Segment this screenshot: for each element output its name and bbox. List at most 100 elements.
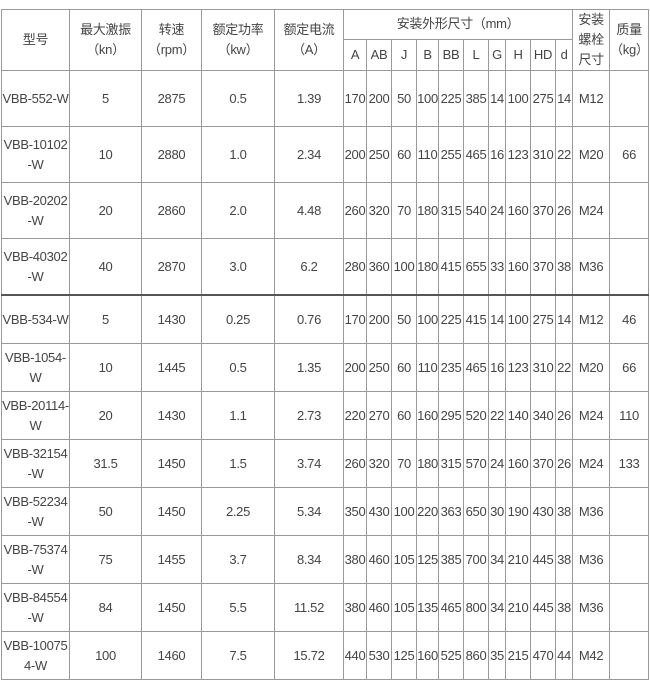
cell-dim-l: 520 — [463, 391, 489, 440]
cell-dim-ab: 460 — [366, 535, 392, 584]
col-dim-l: L — [463, 38, 489, 72]
cell-dim-l: 800 — [463, 583, 489, 632]
table-row: VBB-10102-W 10 2880 1.0 2.34 200 250 60 110 255 46… — [1, 126, 650, 183]
cell-dim-j: 105 — [391, 583, 417, 632]
cell-model: VBB-10102-W — [1, 126, 70, 183]
cell-dim-b: 110 — [416, 343, 439, 392]
cell-max-force: 84 — [69, 583, 142, 632]
cell-dim-a: 200 — [343, 126, 367, 183]
table-row: VBB-52234-W 50 1450 2.25 5.34 350 430 100 220 363… — [1, 487, 650, 536]
cell-dim-ab: 250 — [366, 343, 392, 392]
cell-dim-h: 140 — [505, 391, 531, 440]
cell-dim-b: 100 — [416, 294, 439, 344]
cell-dim-ab: 270 — [366, 391, 392, 440]
col-dim-h: H — [505, 38, 531, 72]
cell-current: 1.39 — [274, 70, 344, 127]
cell-dim-l: 465 — [463, 343, 489, 392]
cell-dim-bb: 415 — [438, 238, 464, 296]
col-power: 额定功率 （kw） — [201, 9, 275, 71]
cell-speed: 2880 — [141, 126, 202, 183]
cell-dim-b: 125 — [416, 535, 439, 584]
cell-dim-g: 24 — [488, 182, 506, 239]
cell-max-force: 5 — [69, 70, 142, 127]
cell-max-force: 75 — [69, 535, 142, 584]
cell-max-force: 10 — [69, 343, 142, 392]
cell-dim-h: 100 — [505, 294, 531, 344]
cell-dim-g: 30 — [488, 487, 506, 536]
cell-dim-l: 700 — [463, 535, 489, 584]
col-dim-a: A — [343, 38, 367, 72]
cell-current: 6.2 — [274, 238, 344, 296]
cell-mass — [609, 70, 650, 127]
cell-dim-bb: 465 — [438, 583, 464, 632]
cell-mass — [609, 583, 650, 632]
cell-dim-h: 123 — [505, 343, 531, 392]
cell-dim-d: 26 — [554, 391, 574, 440]
cell-current: 2.73 — [274, 391, 344, 440]
cell-dim-g: 14 — [488, 294, 506, 344]
cell-dim-d: 38 — [554, 535, 574, 584]
col-speed: 转速 （rpm） — [141, 9, 202, 71]
cell-bolt: M20 — [572, 126, 611, 183]
col-dim-g: G — [488, 38, 506, 72]
cell-dim-bb: 225 — [438, 70, 464, 127]
cell-dim-g: 22 — [488, 391, 506, 440]
col-speed-unit: （rpm） — [148, 42, 195, 57]
dimension-subheader-row: A AB J B BB L G H HD d — [2, 38, 649, 72]
cell-dim-l: 570 — [463, 439, 489, 488]
cell-power: 3.7 — [201, 535, 275, 584]
cell-dim-b: 110 — [416, 126, 439, 183]
cell-dim-b: 160 — [416, 631, 439, 680]
col-power-label: 额定功率 — [212, 22, 264, 37]
table-row: VBB-20114-W 20 1430 1.1 2.73 220 270 60 160 295 52… — [1, 391, 650, 440]
cell-max-force: 50 — [69, 487, 142, 536]
cell-model: VBB-84554-W — [1, 583, 70, 632]
cell-dim-l: 650 — [463, 487, 489, 536]
cell-dim-d: 22 — [554, 343, 574, 392]
table-row: VBB-100754-W 100 1460 7.5 15.72 440 530 125 160 5… — [1, 631, 650, 680]
cell-model: VBB-20202-W — [1, 182, 70, 239]
cell-power: 0.5 — [201, 70, 275, 127]
cell-dim-a: 220 — [343, 391, 367, 440]
cell-dim-ab: 200 — [366, 294, 392, 344]
cell-dim-l: 415 — [463, 294, 489, 344]
cell-max-force: 100 — [69, 631, 142, 680]
cell-dim-l: 860 — [463, 631, 489, 680]
table-row: VBB-552-W 5 2875 0.5 1.39 170 200 50 100 225 385 14… — [1, 70, 650, 127]
cell-dim-hd: 470 — [530, 631, 556, 680]
cell-dim-a: 260 — [343, 439, 367, 488]
table-row: VBB-1054-W 10 1445 0.5 1.35 200 250 60 110 235 465… — [1, 343, 650, 392]
col-dim-b: B — [416, 38, 439, 72]
cell-dim-g: 35 — [488, 631, 506, 680]
cell-dim-ab: 320 — [366, 182, 392, 239]
cell-dim-b: 180 — [416, 182, 439, 239]
cell-model: VBB-20114-W — [1, 391, 70, 440]
cell-dim-bb: 363 — [438, 487, 464, 536]
col-power-unit: （kw） — [217, 42, 259, 57]
cell-dim-d: 14 — [554, 70, 574, 127]
cell-max-force: 20 — [69, 391, 142, 440]
cell-power: 2.25 — [201, 487, 275, 536]
col-mass-unit: （kg） — [610, 42, 649, 57]
cell-power: 2.0 — [201, 182, 275, 239]
cell-speed: 1450 — [141, 583, 202, 632]
cell-power: 1.0 — [201, 126, 275, 183]
cell-dim-a: 350 — [343, 487, 367, 536]
col-bolt: 安装螺栓尺寸 — [572, 9, 611, 71]
col-max-force-label: 最大激振 — [80, 22, 131, 37]
table-row: VBB-20202-W 20 2860 2.0 4.48 260 320 70 180 315 54… — [1, 182, 650, 239]
cell-bolt: M20 — [572, 343, 611, 392]
cell-bolt: M36 — [572, 238, 611, 296]
cell-dim-hd: 445 — [530, 535, 556, 584]
cell-dim-hd: 370 — [530, 238, 556, 296]
cell-dim-j: 60 — [391, 343, 417, 392]
cell-mass: 46 — [609, 294, 650, 344]
cell-dim-bb: 225 — [438, 294, 464, 344]
cell-dim-a: 260 — [343, 182, 367, 239]
cell-dim-j: 105 — [391, 535, 417, 584]
cell-dim-b: 160 — [416, 391, 439, 440]
cell-bolt: M12 — [572, 70, 611, 127]
cell-dim-j: 70 — [391, 182, 417, 239]
cell-dim-a: 380 — [343, 583, 367, 632]
cell-max-force: 5 — [69, 294, 142, 344]
